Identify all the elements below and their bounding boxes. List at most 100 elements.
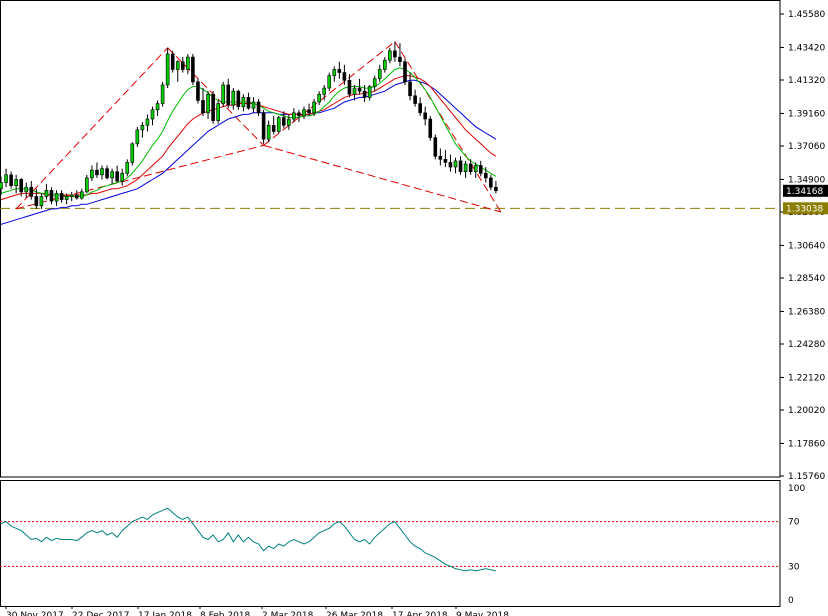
pattern-line-bd [263, 144, 502, 213]
candle-body [100, 168, 104, 176]
y-axis-tick-label: 1.28540 [788, 274, 825, 284]
candle-body [347, 80, 352, 95]
oscillator-tick-label: 100 [788, 484, 805, 494]
candle-body [231, 90, 236, 106]
oscillator-tick-label: 30 [788, 562, 800, 572]
candle-body [357, 87, 362, 92]
candle-body [342, 72, 347, 81]
pattern-line-bc [263, 41, 396, 146]
x-axis-tick-label: 26 Mar 2018 [326, 611, 383, 616]
candle-body [423, 112, 428, 120]
candle-body [170, 53, 175, 70]
candle-body [292, 112, 296, 120]
candle-body [130, 143, 135, 163]
candle-body [125, 162, 130, 174]
candle-body [74, 194, 79, 199]
candle-body [251, 101, 256, 109]
candle-body [201, 100, 205, 114]
candle-body [90, 169, 94, 179]
candle-body [468, 163, 473, 173]
y-axis-tick-label: 1.37060 [788, 142, 825, 152]
oscillator-tick-label: 70 [788, 518, 800, 528]
y-axis-tick-label: 1.39160 [788, 109, 825, 119]
x-axis-tick-label: 30 Nov 2017 [6, 611, 64, 616]
candle-body [216, 103, 220, 121]
candle-body [145, 118, 150, 126]
candle-body [261, 112, 266, 140]
y-axis-tick-label: 1.20020 [788, 406, 825, 416]
candle-body [362, 90, 367, 98]
candle-body [80, 191, 84, 199]
candle-body [413, 95, 417, 104]
candle-body [483, 172, 488, 179]
oscillator-panel: 100 70 30 0 30 Nov 2017 22 Dec 2017 17 Jan 201… [0, 480, 805, 616]
ma-blue-line [0, 79, 497, 225]
y-axis-tick-label: 1.30640 [788, 241, 825, 251]
candle-body [226, 84, 231, 106]
candle-body [241, 97, 246, 107]
y-axis-tick-label: 1.41320 [788, 76, 825, 86]
candle-body [271, 124, 276, 132]
current-price-label-box [783, 184, 828, 197]
candle-body [443, 159, 448, 163]
x-axis-tick-label: 17 Apr 2018 [392, 611, 448, 616]
candle-body [54, 193, 59, 202]
candle-body [453, 160, 458, 168]
price-panel: 1.45580 1.43420 1.41320 1.39160 1.37060 1.349… [0, 0, 828, 482]
oscillator-tick-label: 0 [788, 596, 794, 606]
y-axis-tick-label: 1.24280 [788, 340, 825, 350]
current-price-label: 1.34168 [786, 187, 823, 197]
candle-body [463, 163, 468, 173]
level-price-label-box [783, 202, 828, 215]
candle-body [438, 155, 443, 160]
x-axis-tick-label: 2 Mar 2018 [262, 611, 314, 616]
candle-body [458, 160, 463, 173]
candle-body [388, 50, 392, 61]
candle-body [175, 61, 180, 70]
candle-body [135, 129, 140, 145]
candle-body [246, 97, 251, 109]
candle-body [34, 196, 39, 207]
candle-body [44, 190, 49, 197]
candle-body [312, 101, 316, 114]
candle-body [206, 93, 210, 114]
candle-body [59, 193, 64, 200]
candle-body [403, 61, 407, 83]
candle-body [473, 165, 478, 173]
candle-body [221, 84, 225, 104]
candle-body [186, 56, 190, 70]
ma-green-line [0, 67, 497, 197]
candle-body [29, 186, 34, 197]
candle-body [49, 190, 54, 202]
x-axis-tick-label: 8 Feb 2018 [200, 611, 251, 616]
x-axis-tick-label: 9 May 2018 [456, 611, 509, 616]
candle-body [382, 59, 387, 70]
candle-body [327, 75, 332, 89]
y-axis-tick-label: 1.17860 [788, 439, 825, 449]
candle-body [191, 56, 195, 83]
candle-body [196, 81, 200, 101]
candle-body [69, 194, 74, 197]
candle-body [165, 53, 170, 86]
candle-body [352, 87, 357, 95]
candle-body [428, 118, 433, 138]
candle-body [478, 165, 483, 174]
candle-body [24, 186, 29, 193]
candle-body [322, 87, 327, 95]
candle-body [19, 179, 24, 193]
candle-body [408, 81, 412, 97]
level-price-label: 1.33038 [786, 204, 823, 214]
candle-body [120, 172, 124, 182]
pattern-line-ab [167, 47, 264, 146]
candle-body [489, 177, 493, 188]
candle-body [398, 56, 402, 63]
candle-body [110, 171, 114, 179]
candle-body [393, 50, 397, 58]
candle-body [317, 93, 321, 103]
candle-body [418, 103, 422, 114]
candle-body [377, 69, 382, 80]
candle-body [140, 124, 145, 131]
candle-body [85, 177, 89, 193]
x-axis-tick-label: 22 Dec 2017 [72, 611, 130, 616]
